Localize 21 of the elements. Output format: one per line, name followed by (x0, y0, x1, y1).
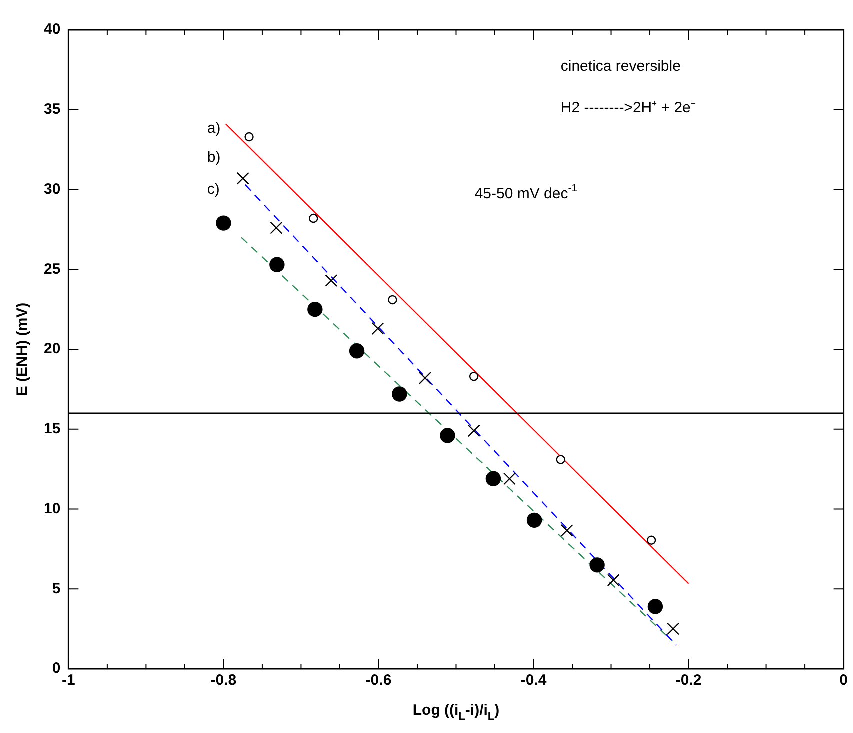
y-tick-label: 10 (44, 500, 61, 518)
annotation: a) (207, 120, 221, 138)
y-tick-label: 35 (44, 101, 61, 118)
x-tick-label: -1 (62, 672, 76, 690)
x-tick-label: 0 (840, 672, 848, 690)
y-tick-label: 5 (52, 580, 61, 598)
y-tick-label: 40 (44, 21, 61, 38)
x-tick-label: -0.6 (366, 672, 392, 690)
annotation: cinetica reversible (560, 58, 681, 75)
y-tick-label: 30 (44, 180, 61, 198)
x-tick-label: -0.8 (210, 672, 237, 690)
x-tick-label: -0.2 (676, 672, 702, 690)
y-axis-title: E (ENH) (mV) (14, 302, 32, 396)
annotation: H2 -------->2H⁺ + 2e⁻ (560, 99, 696, 116)
y-tick-label: 15 (44, 420, 61, 438)
annotation: c) (207, 180, 220, 198)
y-tick-label: 25 (44, 260, 61, 278)
y-tick-label: 0 (52, 660, 61, 678)
y-tick-label: 20 (44, 340, 61, 358)
annotation: b) (207, 148, 221, 166)
x-tick-label: -0.4 (520, 672, 548, 690)
